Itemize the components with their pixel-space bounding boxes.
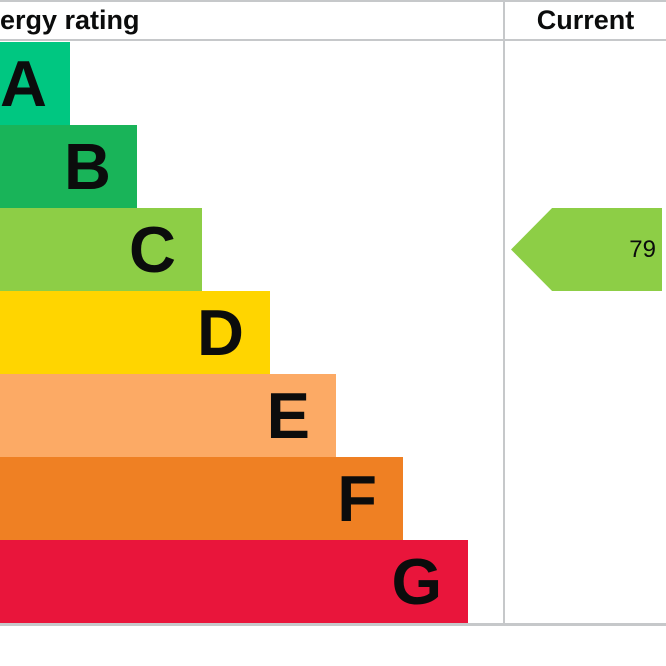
header-divider-line: [0, 39, 666, 41]
energy-rating-heading: ergy rating: [0, 5, 140, 35]
band-letter: G: [391, 545, 442, 618]
current-rating-value: 79: [629, 236, 656, 263]
band-letter: E: [266, 379, 310, 452]
column-divider-line: [503, 0, 505, 626]
rating-band-f: F: [0, 457, 403, 540]
table-bottom-border: [0, 623, 666, 626]
rating-band-d: D: [0, 291, 270, 374]
band-letter: F: [337, 462, 377, 535]
rating-band-e: E: [0, 374, 336, 457]
band-letter: A: [0, 47, 47, 120]
rating-band-a: A: [0, 42, 70, 125]
band-letter: B: [64, 130, 111, 203]
band-letter: D: [197, 296, 244, 369]
rating-band-c: C: [0, 208, 202, 291]
table-top-border: [0, 0, 666, 2]
current-column-heading: Current: [536, 5, 635, 35]
current-rating-arrow: 79: [511, 208, 662, 291]
rating-band-g: G: [0, 540, 468, 623]
rating-band-b: B: [0, 125, 137, 208]
band-letter: C: [129, 213, 176, 286]
